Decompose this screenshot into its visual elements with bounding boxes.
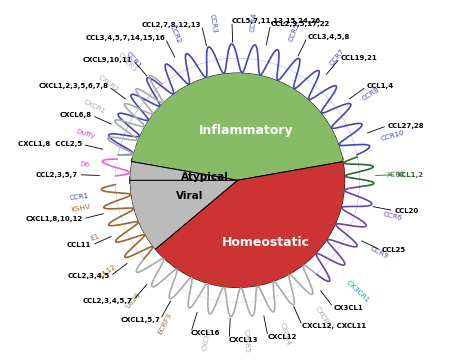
Text: CXCR1: CXCR1 [82, 99, 106, 115]
Text: CCR8: CCR8 [361, 86, 381, 101]
Wedge shape [131, 73, 344, 180]
Text: CXCR4: CXCR4 [278, 322, 291, 347]
Text: Atypical: Atypical [182, 172, 229, 182]
Text: Viral: Viral [176, 191, 203, 201]
Wedge shape [133, 249, 325, 317]
Text: CCL27,28: CCL27,28 [388, 123, 424, 129]
Wedge shape [307, 186, 374, 285]
Text: Duffy: Duffy [75, 128, 96, 140]
Text: CXCR5: CXCR5 [242, 329, 249, 353]
Wedge shape [104, 73, 171, 158]
Wedge shape [130, 180, 237, 249]
Text: CCL2,3,4,5: CCL2,3,4,5 [68, 273, 110, 279]
Wedge shape [104, 44, 371, 158]
Wedge shape [101, 184, 155, 268]
Text: Homeostatic: Homeostatic [222, 236, 310, 249]
Text: CXCL1,5,7: CXCL1,5,7 [120, 317, 160, 323]
Text: CCL11: CCL11 [67, 242, 91, 248]
Text: CXCL13: CXCL13 [229, 337, 259, 343]
Text: CCR2: CCR2 [169, 24, 182, 44]
Text: KSHV: KSHV [71, 203, 91, 213]
Text: CXCL1,8,10,12: CXCL1,8,10,12 [25, 216, 82, 222]
Text: CXCL12, CXCL11: CXCL12, CXCL11 [302, 323, 366, 329]
Text: CCL1,4: CCL1,4 [367, 83, 394, 89]
Text: CCR9: CCR9 [369, 245, 389, 260]
Text: ECRF3: ECRF3 [156, 312, 173, 335]
Text: CXCL16: CXCL16 [191, 330, 220, 336]
Text: CCL19,21: CCL19,21 [340, 55, 377, 61]
Text: CCL25: CCL25 [381, 247, 405, 253]
Text: XCR1: XCR1 [386, 171, 406, 178]
Text: CXCR7: CXCR7 [314, 305, 332, 329]
Text: CCR3: CCR3 [208, 13, 217, 34]
Text: Inflammatory: Inflammatory [199, 124, 293, 137]
Wedge shape [155, 162, 345, 288]
Text: US28: US28 [125, 291, 142, 309]
Text: CXCL1,2,3,5,6,7,8: CXCL1,2,3,5,6,7,8 [38, 83, 108, 89]
Text: CCL2,7,8,12,13: CCL2,7,8,12,13 [142, 22, 201, 27]
Text: CCR1: CCR1 [69, 193, 90, 201]
Text: CCR6: CCR6 [382, 211, 402, 221]
Text: CX3CR1: CX3CR1 [345, 280, 370, 304]
Text: CCR1: CCR1 [125, 51, 142, 70]
Text: CCR10: CCR10 [380, 130, 405, 142]
Text: CX3CL1: CX3CL1 [334, 305, 364, 311]
Text: CXCL6,8: CXCL6,8 [59, 112, 91, 118]
Wedge shape [343, 154, 374, 187]
Text: UL12: UL12 [99, 263, 117, 279]
Text: CXCR2: CXCR2 [97, 74, 120, 93]
Text: CCL3,4,5,7,14,15,16: CCL3,4,5,7,14,15,16 [85, 35, 165, 41]
Text: CCR4: CCR4 [250, 12, 258, 32]
Text: CCR5: CCR5 [288, 22, 301, 42]
Text: CXCL1,8  CCL2,5: CXCL1,8 CCL2,5 [18, 141, 82, 147]
Text: CCL2,3,5,7: CCL2,3,5,7 [36, 172, 78, 178]
Text: CCR7: CCR7 [329, 47, 346, 66]
Text: E1: E1 [90, 233, 100, 242]
Text: D6: D6 [79, 161, 90, 168]
Text: CXCL12: CXCL12 [268, 334, 297, 340]
Wedge shape [130, 162, 237, 180]
Text: CCL5,7,11,13,15,24,26: CCL5,7,11,13,15,24,26 [232, 18, 321, 23]
Text: CXCL9,10,11: CXCL9,10,11 [83, 57, 133, 63]
Text: CCL2,3,4,5,7: CCL2,3,4,5,7 [83, 298, 133, 304]
Wedge shape [101, 157, 131, 177]
Text: CXCR3: CXCR3 [117, 52, 138, 73]
Text: CXCR6: CXCR6 [201, 326, 212, 351]
Text: XCL1,2: XCL1,2 [397, 172, 424, 178]
Text: CCL2,3,5,17,22: CCL2,3,5,17,22 [271, 21, 330, 27]
Text: CCL20: CCL20 [394, 208, 419, 214]
Text: CCL3,4,5,8: CCL3,4,5,8 [308, 34, 350, 40]
